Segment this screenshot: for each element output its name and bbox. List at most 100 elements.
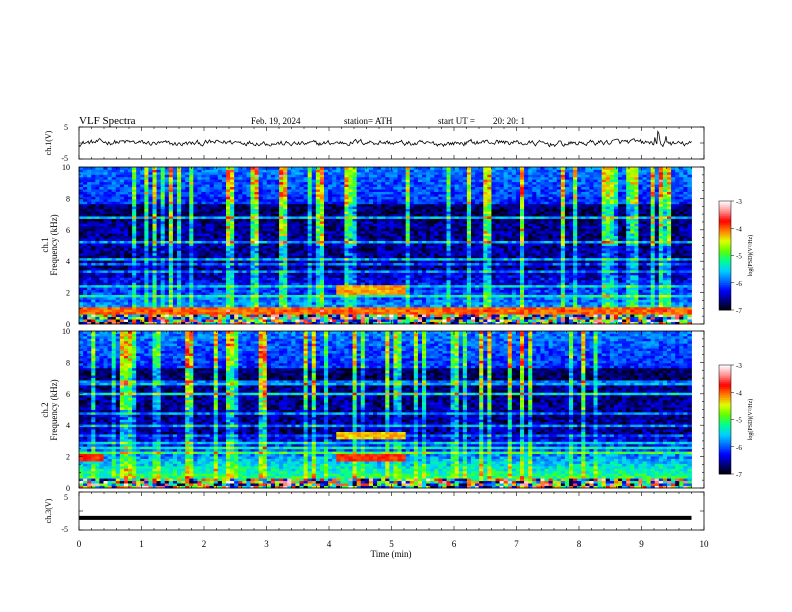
spectrogram-cell — [307, 267, 313, 271]
spectrogram-cell — [454, 304, 460, 308]
spectrogram-cell — [462, 314, 468, 318]
spectrogram-cell — [299, 316, 304, 320]
spectrogram-cell — [564, 255, 570, 259]
spectrogram-cell — [622, 306, 627, 310]
spectrogram-cell — [140, 301, 145, 305]
spectrogram-cell — [675, 250, 680, 254]
spectrogram-cell — [340, 311, 345, 315]
spectrogram-cell — [458, 272, 464, 276]
spectrogram-cell — [238, 321, 243, 325]
spectrogram-cell — [683, 297, 688, 300]
spectrogram-cell — [479, 260, 484, 264]
spectrogram-cell — [613, 311, 619, 315]
spectrogram-cell — [671, 255, 676, 259]
spectrogram-cell — [605, 292, 611, 295]
spectrogram-cell — [303, 247, 309, 251]
spectrogram-cell — [487, 277, 492, 281]
spectrogram-cell — [577, 267, 582, 271]
spectrogram-cell — [279, 270, 284, 273]
spectrogram-cell — [201, 287, 206, 291]
spectrogram-cell — [675, 274, 680, 278]
spectrogram-cell — [246, 297, 251, 300]
spectrogram-cell — [630, 306, 635, 310]
spectrogram-cell — [189, 287, 194, 291]
spectrogram-cell — [430, 274, 435, 278]
spectrogram-cell — [356, 279, 362, 283]
spectrogram-cell — [483, 262, 488, 266]
spectrogram-cell — [413, 297, 419, 300]
spectrogram-cell — [140, 304, 145, 308]
spectrogram-cell — [405, 301, 411, 305]
spectrogram-cell — [344, 282, 349, 286]
spectrogram-cell — [324, 243, 329, 246]
spectrogram-cell — [552, 270, 558, 273]
spectrogram-cell — [185, 311, 190, 315]
spectrogram-cell — [189, 284, 194, 288]
spectrogram-cell — [279, 274, 284, 278]
spectrogram-cell — [438, 282, 443, 286]
spectrogram-cell — [454, 301, 460, 305]
spectrogram-cell — [687, 250, 692, 254]
spectrogram-cell — [262, 294, 268, 298]
spectrogram-cell — [136, 311, 141, 315]
spectrogram-cell — [340, 274, 345, 278]
spectrogram-cell — [373, 282, 378, 286]
spectrogram-cell — [328, 270, 333, 273]
spectrogram-cell — [344, 304, 349, 308]
spectrogram-cell — [646, 272, 652, 276]
spectrogram-cell — [172, 292, 178, 295]
spectrogram-cell — [136, 314, 141, 318]
spectrogram-cell — [221, 272, 227, 276]
spectrogram-cell — [564, 274, 570, 278]
spectrogram-cell — [552, 282, 558, 286]
spectrogram-cell — [336, 306, 341, 310]
spectrogram-cell — [626, 274, 631, 278]
spectrogram-cell — [152, 265, 157, 268]
spectrogram-cell — [250, 272, 255, 276]
spectrogram-cell — [287, 245, 292, 249]
spectrogram-cell — [393, 260, 398, 264]
spectrogram-cell — [107, 321, 113, 325]
spectrogram-cell — [205, 282, 211, 286]
spectrogram-cell — [687, 274, 692, 278]
spectrogram-cell — [250, 257, 255, 261]
spectrogram-cell — [560, 299, 566, 303]
spectrogram-cell — [201, 279, 206, 283]
spectrogram-cell — [283, 255, 288, 259]
spectrogram-cell — [193, 247, 198, 251]
spectrogram-cell — [564, 311, 570, 315]
spectrogram-cell — [87, 304, 92, 308]
spectrogram-cell — [328, 279, 333, 283]
spectrogram-cell — [658, 250, 664, 254]
spectrogram-cell — [528, 311, 533, 315]
spectrogram-cell — [397, 287, 402, 291]
spectrogram-cell — [95, 304, 100, 308]
spectrogram-cell — [471, 289, 476, 293]
spectrogram-cell — [340, 247, 345, 251]
spectrogram-cell — [119, 304, 125, 308]
spectrogram-cell — [144, 319, 149, 322]
spectrogram-cell — [205, 316, 211, 320]
spectrogram-cell — [177, 245, 182, 249]
spectrogram-cell — [242, 319, 247, 322]
spectrogram-cell — [434, 260, 439, 264]
spectrogram-cell — [491, 294, 496, 298]
spectrogram-cell — [577, 257, 582, 261]
spectrogram-cell — [291, 289, 296, 293]
spectrogram-cell — [658, 270, 664, 273]
spectrogram-cell — [115, 255, 121, 259]
spectrogram-cell — [417, 279, 423, 283]
spectrogram-cell — [311, 319, 317, 322]
spectrogram-cell — [564, 306, 570, 310]
spectrogram-cell — [679, 314, 684, 318]
spectrogram-cell — [597, 260, 603, 264]
spectrogram-cell — [577, 279, 582, 283]
spectrogram-cell — [262, 292, 268, 295]
spectrogram-cell — [613, 301, 619, 305]
spectrogram-cell — [295, 274, 300, 278]
spectrogram-cell — [593, 282, 598, 286]
spectrogram-cell — [103, 289, 108, 293]
spectrogram-cell — [532, 319, 537, 322]
spectrogram-cell — [205, 309, 211, 313]
spectrogram-cell — [360, 314, 366, 318]
